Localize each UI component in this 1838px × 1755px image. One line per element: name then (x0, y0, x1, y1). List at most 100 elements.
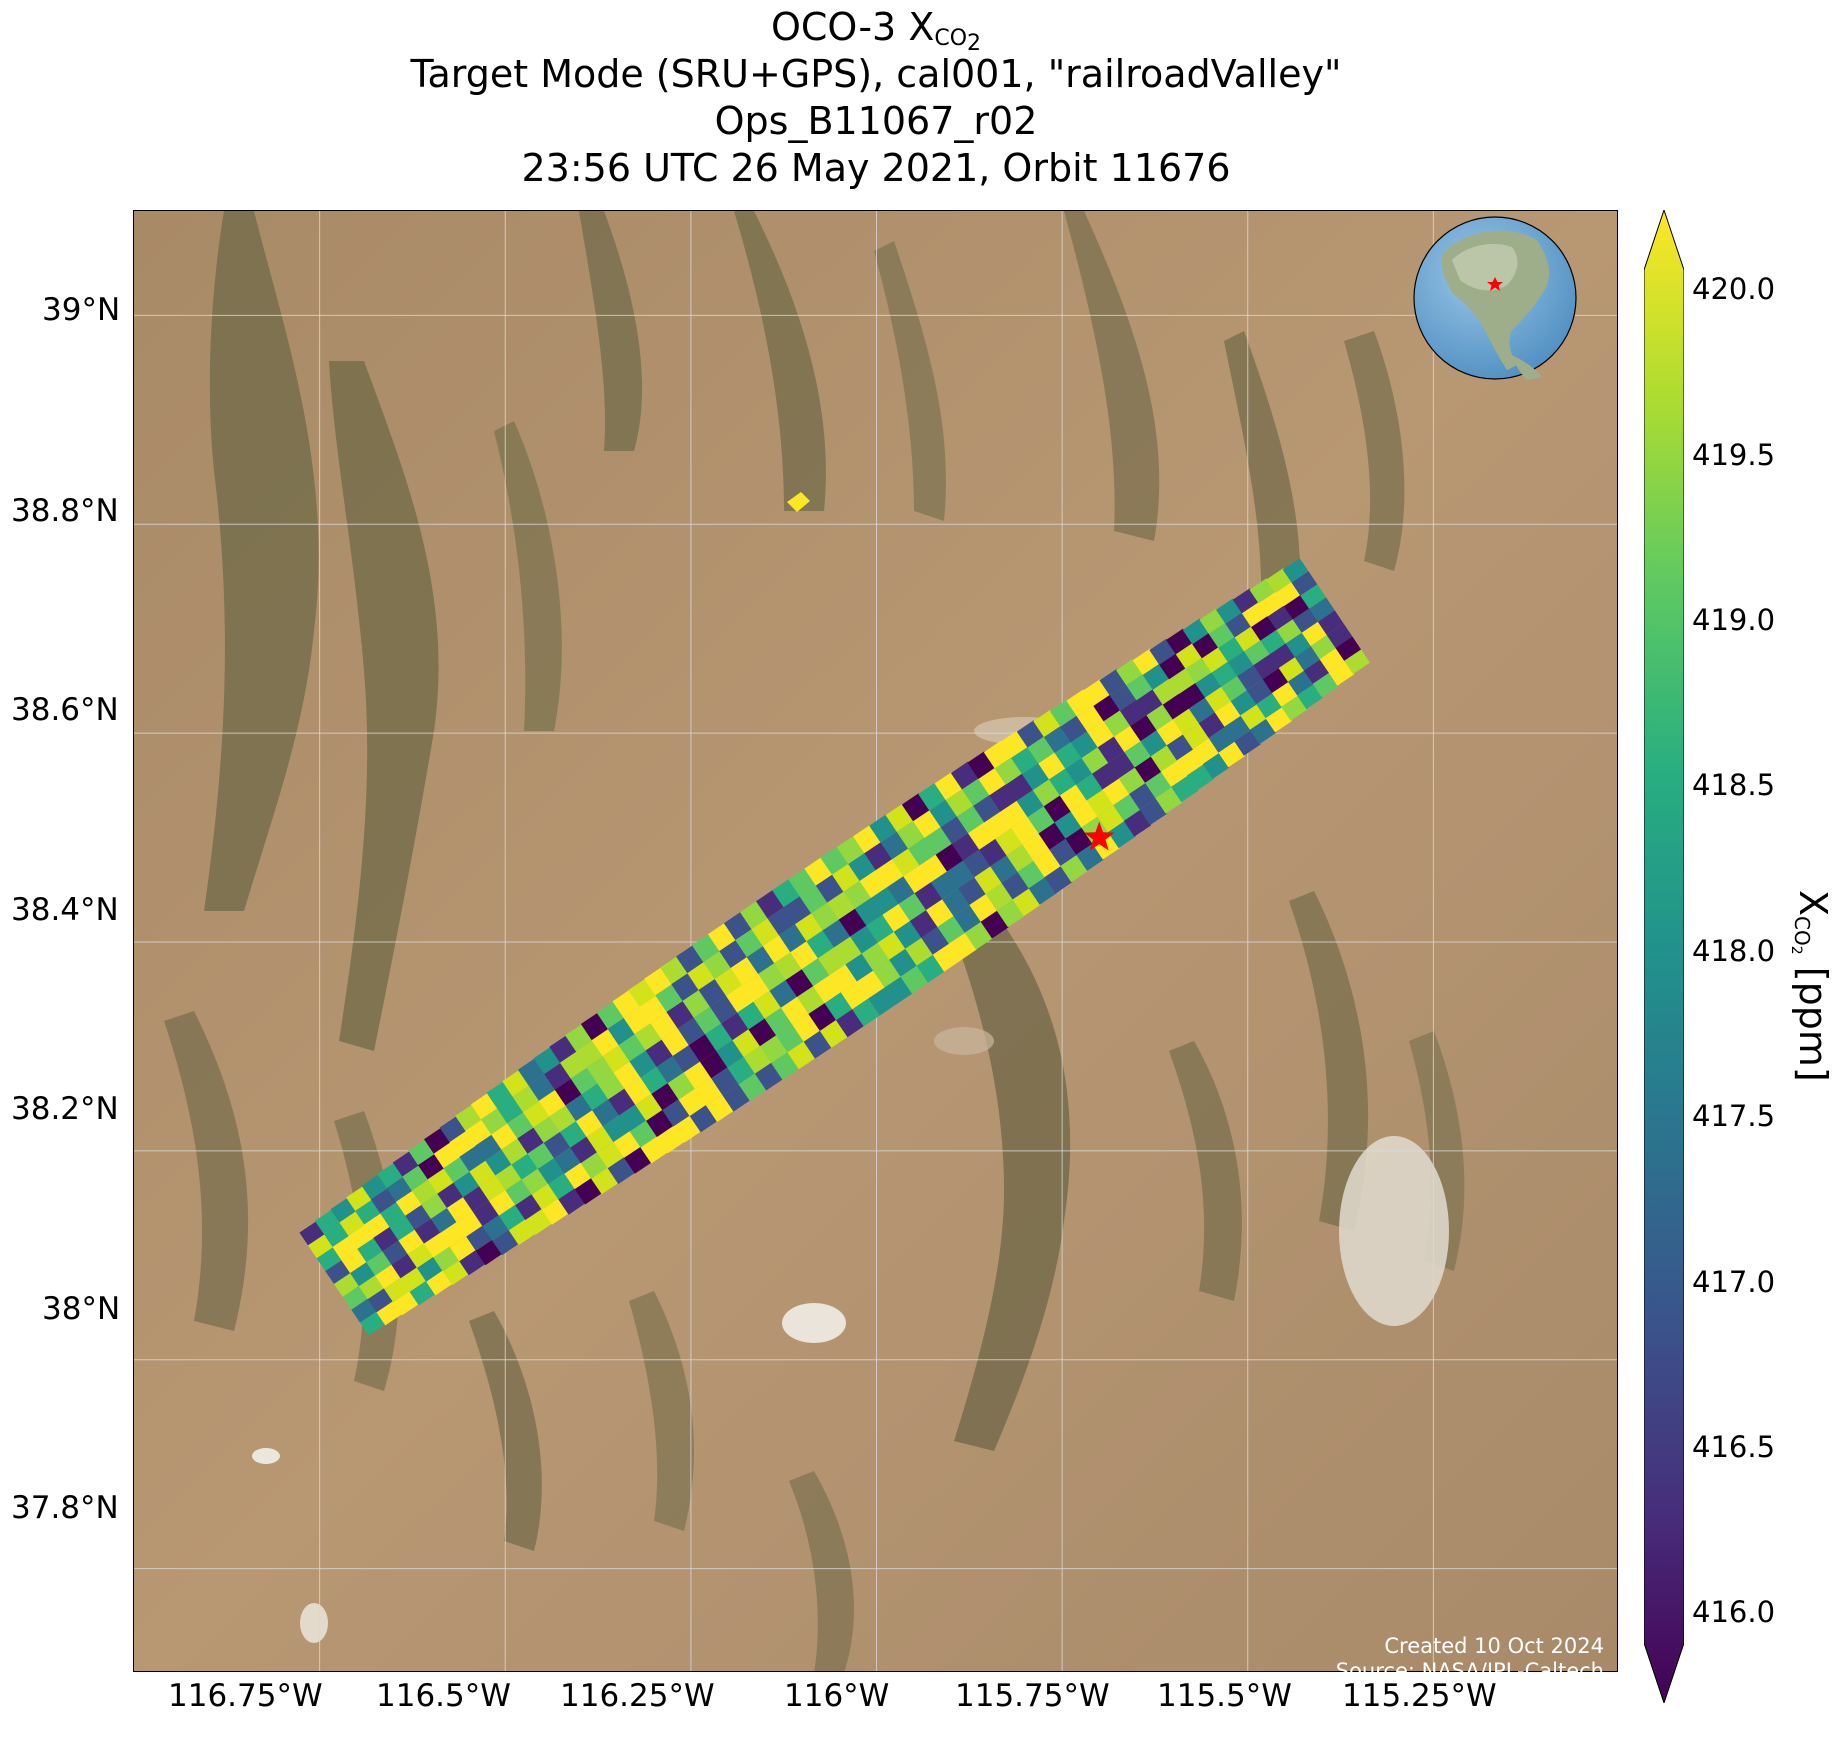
colorbar-tick-label: 416.0 (1692, 1595, 1776, 1629)
swath-cell (485, 1149, 513, 1176)
swath-cell (364, 1213, 391, 1238)
swath-cell (357, 1237, 384, 1263)
lon-tick-label: 115.5°W (1157, 1678, 1292, 1714)
swath-cell (360, 1311, 386, 1336)
swath-cell (424, 1232, 451, 1258)
lon-tick-label: 116.75°W (168, 1678, 323, 1714)
swath-cell (332, 1235, 359, 1261)
swath-cell (1265, 706, 1293, 733)
swath-cell (446, 1196, 474, 1223)
swath-cell (370, 1188, 397, 1214)
swath-cell (1218, 636, 1245, 663)
swath-cell (1224, 715, 1252, 742)
swath-cell (395, 1190, 423, 1216)
title-line-1: OCO-3 XCO2 (770, 5, 982, 56)
swath-cell (1249, 718, 1277, 745)
swath-cell (430, 1207, 458, 1233)
swath-cell (382, 1240, 409, 1265)
swath-cell (377, 1162, 404, 1188)
swath-cell (1244, 640, 1271, 666)
swath-cell (1208, 726, 1236, 753)
lon-tick-label: 115.25°W (1342, 1678, 1497, 1714)
map-panel[interactable] (133, 210, 1618, 1672)
target-star-marker (1084, 821, 1115, 851)
lat-tick-label: 38°N (42, 1291, 121, 1327)
colorbar-label: XCO2 [ppm] (1788, 890, 1835, 1082)
lon-tick-label: 116.5°W (376, 1678, 511, 1714)
swath-cell (1205, 686, 1232, 713)
swath-cell (341, 1248, 368, 1274)
swath-cell (407, 1242, 434, 1268)
swath-cell (1208, 622, 1236, 648)
swath-cell (1169, 668, 1196, 694)
swath-cell (355, 1199, 382, 1225)
swath-cell (1195, 672, 1222, 698)
swath-cell (449, 1235, 477, 1262)
swath-cell (1216, 598, 1243, 624)
swath-cell (1149, 638, 1177, 665)
swath-cell (1234, 626, 1261, 652)
swath-cell (1185, 657, 1213, 684)
swath-cell (459, 1249, 486, 1276)
swath-cell (348, 1224, 375, 1249)
swath-cell (393, 1290, 419, 1316)
colorbar-body (1644, 210, 1684, 1703)
swath-cell (376, 1300, 403, 1326)
swath-cell (361, 1174, 388, 1200)
swath-cell (1256, 692, 1283, 719)
swath-cell (1192, 632, 1219, 659)
swath-cell (1246, 678, 1274, 705)
swath-cell (418, 1153, 445, 1180)
colorbar-tick-label: 418.0 (1692, 934, 1776, 968)
swath-cell (424, 1127, 451, 1154)
inset-globe (1413, 216, 1577, 380)
lon-tick-label: 116°W (784, 1678, 890, 1714)
swath-cell (1159, 653, 1187, 680)
swath-cell (1262, 667, 1289, 693)
swath-cell (1237, 664, 1264, 691)
swath-cell (1251, 615, 1278, 641)
colorbar-tick-label: 416.5 (1692, 1430, 1776, 1464)
swath-cell (1225, 612, 1252, 638)
swath-cell (463, 1185, 490, 1212)
swath-cell (414, 1218, 441, 1244)
swath-cell (443, 1156, 471, 1183)
swath-cell (475, 1239, 503, 1266)
swath-cell (350, 1261, 376, 1287)
swath-cell (479, 1174, 506, 1201)
swath-cell (409, 1280, 436, 1306)
swath-cell (1283, 594, 1310, 620)
swath-cell (1258, 591, 1285, 617)
swath-cell (1211, 661, 1239, 687)
lon-tick-label: 116.25°W (560, 1678, 715, 1714)
swath-cell (392, 1151, 420, 1177)
lat-tick-label: 39°N (42, 292, 121, 328)
swath-cell (402, 1165, 429, 1191)
swath-cell (1294, 645, 1321, 671)
swath-cell (1297, 684, 1324, 710)
lat-tick-label: 37.8°N (11, 1490, 119, 1526)
swath-cell (411, 1179, 439, 1205)
title-line-4: 23:56 UTC 26 May 2021, Orbit 11676 (521, 146, 1231, 190)
swath-cell (1328, 661, 1355, 686)
swath-cell (351, 1298, 377, 1323)
swath-cell (339, 1211, 366, 1236)
colorbar-graphic (1644, 210, 1684, 1703)
swath-cell (398, 1229, 425, 1255)
swath-cell (367, 1287, 394, 1313)
swath-cell (330, 1197, 357, 1223)
swath-cell (1312, 672, 1339, 698)
swath-cell (400, 1267, 427, 1292)
swath-cell (391, 1253, 418, 1279)
swath-cell (466, 1225, 493, 1251)
map-canvas (134, 211, 1617, 1671)
swath-cell (1292, 608, 1319, 633)
swath-cell (1285, 632, 1312, 657)
swath-cell (1303, 659, 1330, 684)
swath-cell (1234, 729, 1261, 756)
swath-cell (366, 1250, 393, 1276)
swath-cell (1287, 670, 1314, 696)
dry-lakebeds (252, 717, 1449, 1643)
swath-cell (1182, 723, 1210, 750)
swath-cell (380, 1201, 407, 1227)
